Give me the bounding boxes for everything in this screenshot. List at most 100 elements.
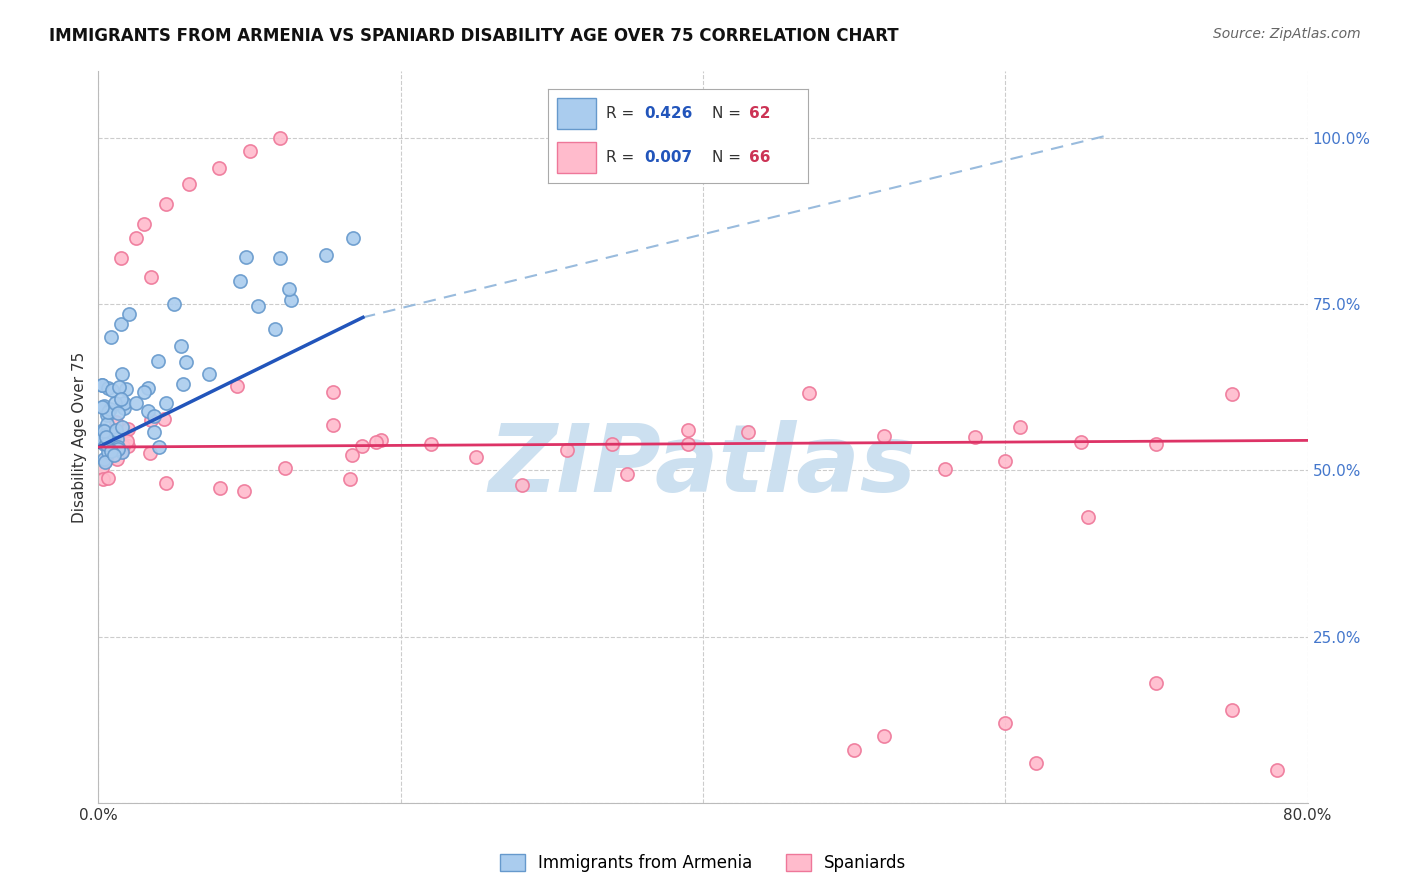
- Point: [111, 420, 134, 434]
- Point: [93, 399, 115, 413]
- Point: [239, 144, 262, 158]
- Point: [114, 425, 136, 439]
- Point: [110, 392, 132, 406]
- Point: [101, 434, 124, 449]
- Point: [278, 282, 301, 296]
- Point: [90, 377, 112, 392]
- Point: [1070, 434, 1092, 449]
- Point: [93, 454, 115, 468]
- Point: [465, 450, 488, 464]
- Point: [269, 251, 291, 265]
- Point: [110, 251, 132, 265]
- Point: [274, 461, 297, 475]
- Y-axis label: Disability Age Over 75: Disability Age Over 75: [72, 351, 87, 523]
- Point: [108, 380, 131, 394]
- Point: [107, 440, 129, 454]
- Point: [94, 427, 117, 442]
- Point: [676, 424, 699, 438]
- Point: [226, 379, 249, 393]
- Point: [118, 307, 141, 321]
- Point: [616, 467, 638, 482]
- Point: [110, 317, 132, 331]
- Point: [115, 434, 138, 448]
- FancyBboxPatch shape: [557, 97, 596, 129]
- Point: [136, 403, 159, 417]
- Point: [1220, 386, 1243, 401]
- Point: [104, 395, 127, 409]
- Point: [91, 472, 114, 486]
- Point: [676, 437, 699, 451]
- Point: [132, 385, 155, 400]
- Point: [737, 425, 759, 440]
- Point: [90, 431, 112, 445]
- Point: [280, 293, 302, 308]
- Point: [510, 478, 533, 492]
- Point: [96, 381, 118, 395]
- Point: [97, 471, 120, 485]
- Point: [101, 434, 124, 449]
- Point: [555, 442, 578, 457]
- Point: [934, 462, 956, 476]
- Point: [96, 409, 118, 423]
- Point: [139, 446, 162, 460]
- Point: [105, 425, 128, 440]
- Point: [602, 436, 624, 450]
- Point: [139, 413, 162, 427]
- Point: [100, 443, 122, 458]
- Point: [104, 423, 127, 437]
- Point: [146, 354, 169, 368]
- Point: [247, 300, 270, 314]
- Point: [844, 742, 866, 756]
- Point: [155, 475, 177, 490]
- Text: N =: N =: [713, 106, 747, 121]
- Point: [174, 355, 197, 369]
- Point: [94, 430, 117, 444]
- Point: [124, 396, 146, 410]
- Point: [420, 437, 443, 451]
- Point: [370, 434, 392, 448]
- Text: R =: R =: [606, 106, 638, 121]
- Point: [97, 445, 120, 459]
- Point: [117, 439, 139, 453]
- Point: [90, 400, 112, 414]
- Point: [873, 429, 896, 443]
- Point: [322, 417, 344, 432]
- Point: [994, 454, 1017, 468]
- Point: [1144, 436, 1167, 450]
- Point: [105, 432, 128, 446]
- Point: [98, 401, 121, 416]
- Point: [110, 445, 132, 459]
- Point: [100, 330, 122, 344]
- Point: [112, 439, 135, 453]
- Point: [91, 378, 114, 392]
- Text: 62: 62: [748, 106, 770, 121]
- Point: [115, 382, 138, 396]
- Point: [91, 460, 114, 475]
- Point: [797, 386, 820, 401]
- Point: [1220, 703, 1243, 717]
- Point: [94, 436, 117, 450]
- Point: [111, 444, 134, 458]
- Point: [873, 729, 896, 743]
- Point: [125, 230, 148, 244]
- Point: [91, 423, 114, 437]
- Point: [117, 422, 139, 436]
- Point: [107, 406, 129, 420]
- Point: [143, 425, 166, 440]
- Point: [94, 436, 117, 450]
- Legend: Immigrants from Armenia, Spaniards: Immigrants from Armenia, Spaniards: [494, 847, 912, 879]
- Point: [366, 434, 388, 449]
- Point: [136, 381, 159, 395]
- Point: [172, 377, 194, 392]
- Point: [101, 383, 124, 397]
- Point: [198, 367, 221, 381]
- Text: IMMIGRANTS FROM ARMENIA VS SPANIARD DISABILITY AGE OVER 75 CORRELATION CHART: IMMIGRANTS FROM ARMENIA VS SPANIARD DISA…: [49, 27, 898, 45]
- Text: R =: R =: [606, 150, 638, 165]
- Point: [342, 230, 364, 244]
- Text: ZIPatlas: ZIPatlas: [489, 420, 917, 512]
- Point: [110, 368, 132, 382]
- Text: N =: N =: [713, 150, 747, 165]
- Point: [1267, 763, 1289, 777]
- Point: [148, 441, 170, 455]
- Point: [339, 472, 361, 486]
